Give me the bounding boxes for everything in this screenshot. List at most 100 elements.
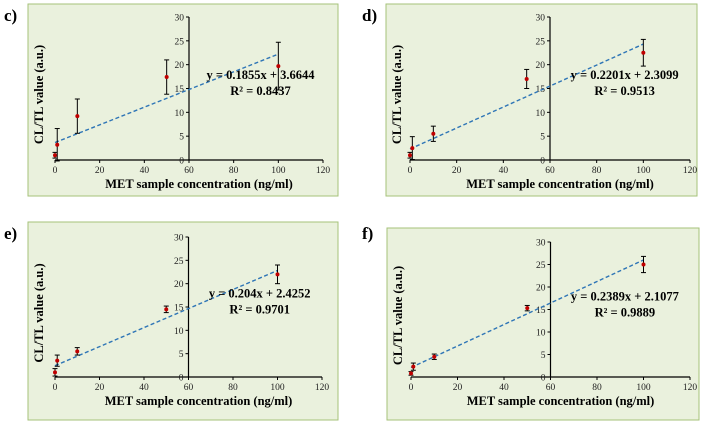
y-tick-label: 20	[174, 280, 184, 290]
trendline-r-squared: R² = 0.8437	[230, 84, 291, 98]
panel-label: c)	[4, 6, 18, 25]
x-axis-title: MET sample concentration (ng/ml)	[466, 177, 654, 191]
data-point	[408, 153, 412, 158]
data-point	[431, 131, 436, 136]
y-tick-label: 10	[536, 329, 546, 339]
y-tick-label: 10	[536, 109, 546, 119]
trendline-r-squared: R² = 0.9513	[594, 84, 655, 98]
chart-panel-d: d) 0 20 40 60 80 100 120 0 5 10 15 20 25 30 MET sample…	[357, 0, 712, 205]
data-point	[276, 64, 281, 69]
trendline	[54, 53, 279, 144]
y-tick-label: 25	[536, 261, 546, 271]
y-tick-label: 15	[536, 306, 546, 316]
x-tick-label: 60	[546, 383, 556, 393]
y-axis-title: CL/TL value (a.u.)	[390, 45, 404, 144]
y-tick-label: 25	[536, 37, 546, 47]
data-point	[75, 349, 80, 354]
y-tick-label: 0	[179, 374, 184, 384]
x-tick-label: 120	[683, 383, 698, 393]
x-tick-label: 20	[95, 383, 105, 393]
data-point	[275, 272, 280, 277]
y-axis-title: CL/TL value (a.u.)	[32, 45, 46, 144]
y-tick-label: 5	[540, 133, 545, 143]
y-tick-label: 5	[179, 350, 184, 360]
x-tick-label: 100	[271, 166, 286, 176]
x-tick-label: 40	[499, 383, 509, 393]
x-tick-label: 40	[140, 166, 150, 176]
trendline	[54, 269, 278, 367]
data-point	[641, 262, 646, 267]
x-tick-label: 0	[408, 166, 413, 176]
chart-panel-e: e) 0 20 40 60 80 100 120 0 5 10 15 20 25 30 MET sample…	[0, 218, 345, 429]
x-tick-label: 80	[592, 383, 602, 393]
y-tick-label: 20	[175, 61, 185, 71]
trendline-equation: y = 0.204x + 2.4252	[209, 287, 311, 301]
y-tick-label: 5	[541, 351, 546, 361]
data-point	[411, 364, 416, 369]
x-tick-label: 100	[636, 383, 651, 393]
data-point	[53, 370, 57, 375]
trendline-equation: y = 0.2201x + 2.3099	[571, 68, 679, 82]
y-tick-label: 15	[175, 85, 185, 95]
plot-area	[27, 3, 339, 197]
x-tick-label: 120	[316, 166, 331, 176]
trendline-equation: y = 0.1855x + 3.6644	[206, 68, 315, 82]
y-tick-label: 15	[174, 304, 184, 314]
x-axis-title: MET sample concentration (ng/ml)	[105, 177, 293, 191]
y-axis-title: CL/TL value (a.u.)	[391, 266, 405, 365]
data-point	[164, 75, 169, 80]
y-tick-label: 30	[174, 234, 184, 244]
y-tick-label: 30	[536, 239, 546, 249]
y-tick-label: 0	[541, 374, 546, 384]
data-point	[410, 146, 415, 151]
x-tick-label: 20	[452, 166, 462, 176]
data-point	[525, 306, 530, 311]
x-tick-label: 120	[683, 166, 698, 176]
x-tick-label: 60	[184, 383, 194, 393]
data-point	[75, 114, 80, 119]
x-tick-label: 80	[228, 383, 238, 393]
x-tick-label: 40	[139, 383, 149, 393]
y-tick-label: 10	[175, 109, 185, 119]
x-axis-title: MET sample concentration (ng/ml)	[105, 394, 293, 408]
panel-label: e)	[4, 224, 18, 243]
x-tick-label: 40	[499, 166, 509, 176]
x-tick-label: 80	[229, 166, 239, 176]
y-axis-title: CL/TL value (a.u.)	[32, 263, 46, 362]
x-tick-label: 0	[53, 383, 58, 393]
data-point	[524, 76, 529, 81]
y-tick-label: 0	[179, 157, 184, 167]
y-tick-label: 30	[175, 14, 185, 24]
chart-panel-c: c) 0 20 40 60 80 100 120 0 5 10 15 20 25 30 MET sample…	[0, 0, 345, 205]
data-point	[55, 142, 60, 147]
x-tick-label: 100	[636, 166, 651, 176]
y-tick-label: 25	[174, 257, 184, 267]
trendline	[409, 43, 644, 150]
y-tick-label: 5	[179, 133, 184, 143]
x-tick-label: 20	[95, 166, 105, 176]
x-tick-label: 20	[453, 383, 463, 393]
chart-c: 0 20 40 60 80 100 120 0 5 10 15 20 25 30 MET sample co…	[27, 3, 339, 197]
x-tick-label: 80	[592, 166, 602, 176]
chart-panel-f: f) 0 20 40 60 80 100 120 0 5 10 15 20 25 30 MET sample…	[357, 218, 712, 429]
x-tick-label: 100	[270, 383, 285, 393]
panel-label: d)	[362, 6, 378, 25]
plot-area	[27, 221, 339, 421]
y-tick-label: 10	[174, 327, 184, 337]
trendline-r-squared: R² = 0.9701	[229, 303, 290, 317]
x-tick-label: 120	[315, 383, 330, 393]
x-tick-label: 0	[53, 166, 58, 176]
x-tick-label: 60	[184, 166, 194, 176]
trendline	[410, 259, 644, 369]
data-point	[55, 358, 60, 363]
panel-label: f)	[362, 224, 374, 243]
trendline-equation: y = 0.2389x + 2.1077	[571, 290, 679, 304]
chart-e: 0 20 40 60 80 100 120 0 5 10 15 20 25 30 MET sample co…	[27, 221, 339, 421]
y-tick-label: 0	[540, 157, 545, 167]
x-axis-title: MET sample concentration (ng/ml)	[467, 394, 655, 408]
y-tick-label: 20	[536, 61, 546, 71]
data-point	[641, 50, 646, 55]
x-tick-label: 60	[545, 166, 555, 176]
plot-area	[386, 227, 700, 421]
plot-area	[385, 3, 698, 197]
